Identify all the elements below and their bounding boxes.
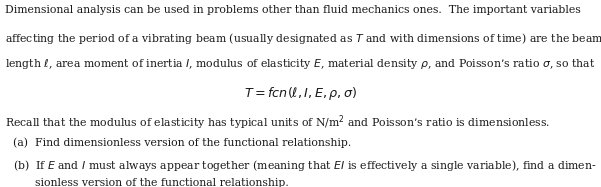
Text: sionless version of the functional relationship.: sionless version of the functional relat… bbox=[35, 178, 288, 187]
Text: Dimensional analysis can be used in problems other than fluid mechanics ones.  T: Dimensional analysis can be used in prob… bbox=[5, 5, 581, 15]
Text: (a)  Find dimensionless version of the functional relationship.: (a) Find dimensionless version of the fu… bbox=[13, 137, 352, 148]
Text: (b)  If $E$ and $I$ must always appear together (meaning that $EI$ is effectivel: (b) If $E$ and $I$ must always appear to… bbox=[13, 158, 597, 173]
Text: length $\ell$, area moment of inertia $I$, modulus of elasticity $E$, material d: length $\ell$, area moment of inertia $I… bbox=[5, 57, 596, 71]
Text: affecting the period of a vibrating beam (usually designated as $T$ and with dim: affecting the period of a vibrating beam… bbox=[5, 31, 601, 46]
Text: $T = fcn(\ell, I, E, \rho, \sigma)$: $T = fcn(\ell, I, E, \rho, \sigma)$ bbox=[244, 85, 357, 102]
Text: Recall that the modulus of elasticity has typical units of N/m$^2$ and Poisson’s: Recall that the modulus of elasticity ha… bbox=[5, 113, 550, 132]
